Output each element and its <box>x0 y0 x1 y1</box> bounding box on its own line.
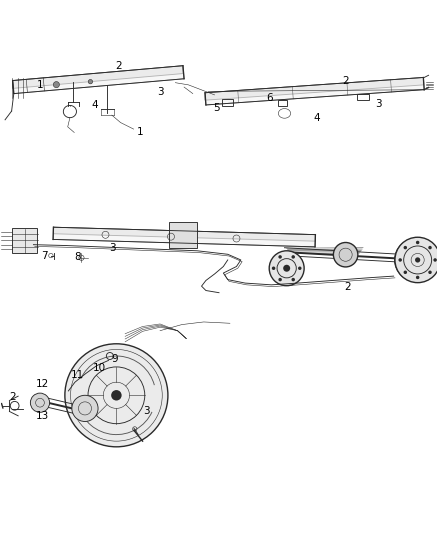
Text: 5: 5 <box>213 103 220 114</box>
Polygon shape <box>205 77 424 100</box>
Circle shape <box>65 344 168 447</box>
Circle shape <box>298 266 301 270</box>
Circle shape <box>428 271 432 274</box>
Circle shape <box>88 79 92 84</box>
Text: 1: 1 <box>37 80 43 90</box>
Text: 12: 12 <box>35 378 49 389</box>
Text: 10: 10 <box>92 363 106 373</box>
Polygon shape <box>53 227 315 247</box>
Text: 1: 1 <box>137 127 144 137</box>
Text: 3: 3 <box>109 243 115 253</box>
Circle shape <box>72 395 98 422</box>
Circle shape <box>269 251 304 286</box>
Circle shape <box>403 271 407 274</box>
Circle shape <box>415 257 420 263</box>
Text: 4: 4 <box>91 100 98 110</box>
Text: 11: 11 <box>71 370 84 380</box>
Text: 2: 2 <box>343 76 349 86</box>
Text: 2: 2 <box>115 61 122 71</box>
Circle shape <box>279 278 282 281</box>
Circle shape <box>403 246 407 249</box>
Circle shape <box>291 278 295 281</box>
Text: 9: 9 <box>111 354 117 364</box>
Circle shape <box>291 255 295 259</box>
Polygon shape <box>205 77 424 105</box>
Text: 3: 3 <box>157 87 163 97</box>
Text: 3: 3 <box>144 407 150 416</box>
Circle shape <box>53 82 60 88</box>
Circle shape <box>283 265 290 272</box>
FancyBboxPatch shape <box>169 222 197 248</box>
Polygon shape <box>13 66 184 94</box>
Text: 4: 4 <box>314 113 321 123</box>
Circle shape <box>399 258 402 262</box>
Circle shape <box>279 255 282 259</box>
Text: 2: 2 <box>10 392 16 402</box>
FancyBboxPatch shape <box>12 228 37 253</box>
Circle shape <box>416 276 420 279</box>
Circle shape <box>416 241 420 244</box>
Circle shape <box>433 258 437 262</box>
Text: 2: 2 <box>345 282 351 293</box>
Circle shape <box>272 266 276 270</box>
Polygon shape <box>13 66 183 88</box>
Text: 3: 3 <box>375 99 381 109</box>
Polygon shape <box>53 227 315 241</box>
Circle shape <box>30 393 49 413</box>
Circle shape <box>111 390 122 400</box>
Text: 6: 6 <box>266 93 272 103</box>
Circle shape <box>428 246 432 249</box>
Text: 7: 7 <box>41 251 48 261</box>
Circle shape <box>395 237 438 282</box>
Text: 13: 13 <box>35 411 49 421</box>
Text: 8: 8 <box>74 252 81 262</box>
Circle shape <box>333 243 358 267</box>
